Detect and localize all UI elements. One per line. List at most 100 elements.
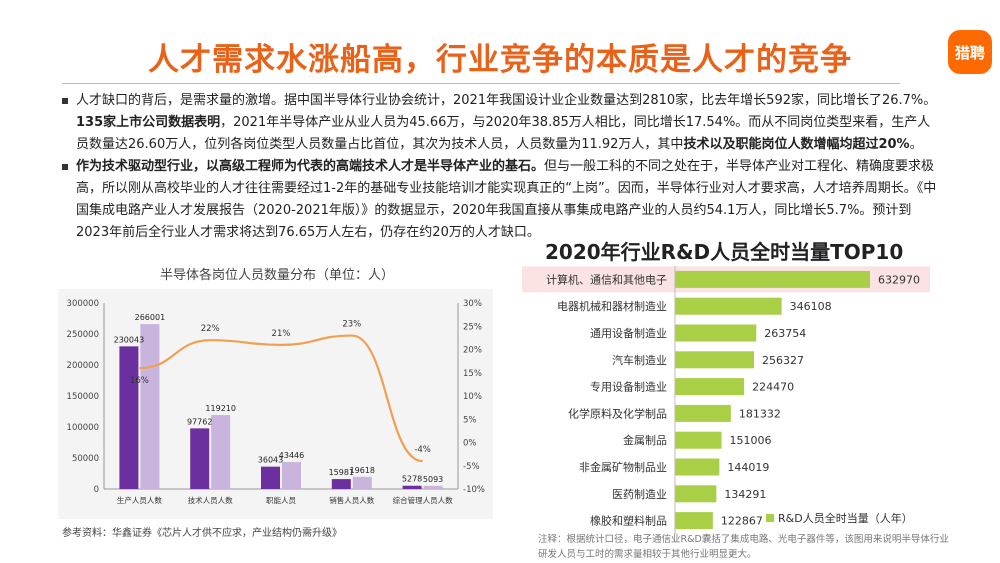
p1-text-c: ，2021年半导体产业从业人员为45.66万，与2020年38.85万人相比，同… <box>76 115 931 152</box>
bullet-icon <box>62 164 68 170</box>
data-label: 224470 <box>752 381 794 394</box>
growth-point-label: 22% <box>201 324 220 334</box>
bar <box>675 431 722 449</box>
category-label: 金属制品 <box>623 433 667 447</box>
bar-series-1 <box>261 466 280 489</box>
y2-tick-label: 5% <box>463 415 477 425</box>
x-tick-label: 综合管理人员人数 <box>393 495 453 505</box>
body-text: 人才缺口的背后，是需求量的激增。据中国半导体行业协会统计，2021年我国设计业企… <box>62 90 942 244</box>
data-label: 119210 <box>205 404 236 413</box>
data-label: 5278 <box>402 475 422 484</box>
y2-tick-label: 20% <box>463 346 482 356</box>
category-label: 专用设备制造业 <box>590 380 667 394</box>
data-label: 15981 <box>329 468 354 477</box>
bar-series-2 <box>140 324 160 489</box>
y2-tick-label: 30% <box>463 299 482 309</box>
category-label: 电器机械和器材制造业 <box>557 299 667 313</box>
bullet-icon <box>62 98 68 104</box>
y-tick-label: 100000 <box>67 423 99 433</box>
p1-text-d: 技术以及职能岗位人数增幅均超过20% <box>683 137 910 152</box>
legend-swatch <box>766 514 774 522</box>
data-label: 144019 <box>727 461 769 474</box>
y2-tick-label: 25% <box>463 322 482 332</box>
bar-series-2 <box>282 462 301 489</box>
legend-label: R&D人员全时当量（人年） <box>778 511 913 525</box>
p2-text-a: 作为技术驱动型行业，以高级工程师为代表的高端技术人才是半导体产业的基石。 <box>76 159 545 174</box>
y2-tick-label: 0% <box>463 439 477 449</box>
data-label: 263754 <box>764 327 806 340</box>
bar <box>675 270 870 288</box>
data-label: 19618 <box>350 466 375 475</box>
data-label: 122867 <box>721 515 763 528</box>
bar <box>675 351 754 369</box>
growth-line <box>139 334 423 463</box>
p2-text-b: 但与一般工科的不同之处在于，半导体产业对工程化、精确度要求极高，所以刚从高校毕业… <box>76 159 937 240</box>
bar <box>675 324 757 342</box>
category-label: 非金属矿物制品业 <box>579 460 667 474</box>
growth-point-label: -4% <box>414 445 431 455</box>
p1-text-a: 人才缺口的背后，是需求量的激增。据中国半导体行业协会统计，2021年我国设计业企… <box>76 93 937 108</box>
category-label: 化学原料及化学制品 <box>568 406 667 420</box>
y2-tick-label: -5% <box>463 462 480 472</box>
data-label: 181332 <box>739 407 781 420</box>
page-title: 人才需求水涨船高，行业竞争的本质是人才的竞争 <box>148 42 852 78</box>
bar-series-1 <box>119 346 139 489</box>
data-label: 151006 <box>730 434 772 447</box>
y2-tick-label: -10% <box>463 485 485 495</box>
paragraph-2: 作为技术驱动型行业，以高级工程师为代表的高端技术人才是半导体产业的基石。但与一般… <box>62 156 942 244</box>
category-label: 医药制造业 <box>612 487 667 501</box>
growth-point-label: 16% <box>130 376 149 386</box>
data-label: 266001 <box>135 313 166 322</box>
data-label: 134291 <box>724 488 766 501</box>
right-chart-title: 2020年行业R&D人员全时当量TOP10 <box>545 240 904 264</box>
data-label: 43446 <box>279 451 304 460</box>
y2-tick-label: 15% <box>463 369 482 379</box>
p1-text-b: 135家上市公司数据表明 <box>76 115 221 130</box>
data-label: 36043 <box>258 456 283 465</box>
data-label: 346108 <box>790 300 832 313</box>
y-tick-label: 150000 <box>67 392 99 402</box>
growth-point-label: 23% <box>342 320 361 330</box>
data-label: 632970 <box>878 273 920 286</box>
x-tick-label: 职能人员 <box>266 495 296 505</box>
category-label: 橡胶和塑料制品 <box>590 514 667 528</box>
y-tick-label: 0 <box>94 485 99 495</box>
growth-point-label: 21% <box>272 329 291 339</box>
bar-series-1 <box>402 485 422 489</box>
category-label: 汽车制造业 <box>612 353 667 367</box>
y2-tick-label: 10% <box>463 392 482 402</box>
bar <box>675 512 713 530</box>
y-tick-label: 50000 <box>72 454 99 464</box>
bar <box>675 297 782 315</box>
bar-series-2 <box>352 476 372 489</box>
bar <box>675 378 745 396</box>
right-chart-panel: 计算机、通信和其他电子 632970 电器机械和器材制造业 346108 通用设备制造业… <box>520 262 935 537</box>
data-label: 256327 <box>762 354 804 367</box>
source-note: 参考资料：华鑫证券《芯片人才供不应求，产业结构仍需升级》 <box>62 528 342 539</box>
y-tick-label: 200000 <box>67 361 99 371</box>
right-chart-note: 注释：根据统计口径，电子通信业R&D囊括了集成电路、光电子器件等，该图用来说明半… <box>538 534 949 560</box>
title-divider <box>62 83 900 84</box>
x-tick-label: 生产人员人数 <box>117 495 162 505</box>
bar-series-2 <box>423 485 443 489</box>
data-label: 5093 <box>423 475 443 484</box>
staff-distribution-chart: 0 50000 100000 150000 200000 250000 300000 -10%… <box>67 299 485 505</box>
data-label: 230043 <box>114 335 145 344</box>
x-tick-label: 销售人员人数 <box>329 495 374 505</box>
bar-series-1 <box>190 428 210 489</box>
p1-text-e: 。 <box>909 137 923 152</box>
x-tick-label: 技术人员人数 <box>188 495 233 505</box>
category-label: 计算机、通信和其他电子 <box>546 272 667 286</box>
category-label: 通用设备制造业 <box>590 326 667 340</box>
left-chart-title: 半导体各岗位人员数量分布（单位：人） <box>160 268 395 283</box>
rd-top10-chart: 计算机、通信和其他电子 632970 电器机械和器材制造业 346108 通用设备制造业… <box>522 266 930 534</box>
left-chart-panel: 0 50000 100000 150000 200000 250000 300000 -10%… <box>58 289 493 519</box>
liepin-logo: 猎聘 <box>948 30 992 74</box>
bar <box>675 458 720 476</box>
y-tick-label: 250000 <box>67 330 99 340</box>
bar-series-2 <box>211 415 231 489</box>
bar-series-1 <box>331 479 351 489</box>
y-tick-label: 300000 <box>67 299 99 309</box>
bar <box>675 404 731 422</box>
data-label: 97762 <box>187 417 212 426</box>
